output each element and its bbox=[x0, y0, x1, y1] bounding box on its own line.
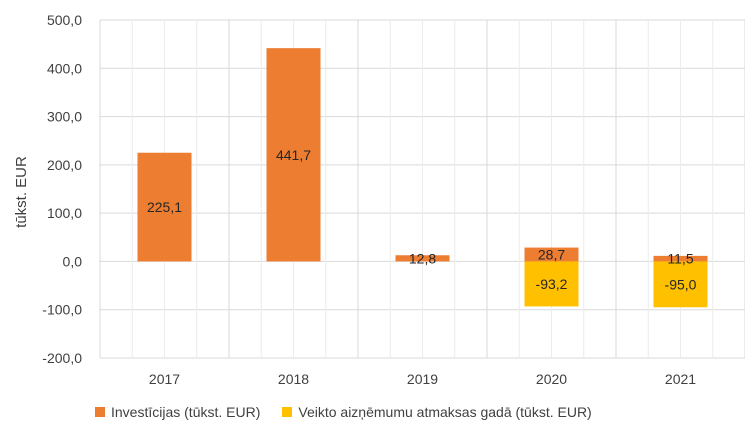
legend-label-investicijas: Investīcijas (tūkst. EUR) bbox=[111, 404, 261, 420]
x-tick-label: 2021 bbox=[665, 371, 696, 387]
bar bbox=[653, 255, 708, 262]
y-tick-label: 300,0 bbox=[47, 109, 82, 125]
data-label: 225,1 bbox=[147, 199, 182, 215]
data-label: 28,7 bbox=[538, 246, 565, 262]
bar bbox=[524, 261, 579, 307]
x-tick-label: 2017 bbox=[149, 371, 180, 387]
legend-item-atmaksas: Veikto aizņēmumu atmaksas gadā (tūkst. E… bbox=[282, 404, 592, 420]
bar bbox=[653, 261, 708, 308]
legend-swatch-investicijas bbox=[95, 407, 105, 417]
y-tick-label: 200,0 bbox=[47, 157, 82, 173]
y-tick-label: 500,0 bbox=[47, 12, 82, 28]
data-label: 12,8 bbox=[409, 250, 436, 266]
bar bbox=[524, 247, 579, 262]
legend: Investīcijas (tūkst. EUR) Veikto aizņēmu… bbox=[95, 404, 592, 420]
data-label: -95,0 bbox=[665, 276, 697, 292]
y-tick-label: 400,0 bbox=[47, 60, 82, 76]
data-label: -93,2 bbox=[536, 276, 568, 292]
y-axis-ticks: 500,0 400,0 300,0 200,0 100,0 0,0 -100,0 -200,0 bbox=[42, 12, 82, 366]
y-tick-label: 100,0 bbox=[47, 205, 82, 221]
legend-label-atmaksas: Veikto aizņēmumu atmaksas gadā (tūkst. E… bbox=[298, 404, 592, 420]
y-axis-title: tūkst. EUR bbox=[13, 156, 30, 228]
x-tick-label: 2018 bbox=[278, 371, 309, 387]
y-tick-label: -200,0 bbox=[42, 350, 82, 366]
gridlines bbox=[99, 19, 745, 359]
data-labels: 225,1 441,7 12,8 28,7 11,5 -93,2 -95,0 bbox=[147, 147, 697, 293]
y-tick-label: -100,0 bbox=[42, 302, 82, 318]
bars bbox=[137, 48, 708, 308]
data-label: 441,7 bbox=[276, 147, 311, 163]
bar bbox=[266, 48, 321, 262]
bar bbox=[395, 255, 450, 262]
bar bbox=[137, 152, 192, 262]
legend-item-investicijas: Investīcijas (tūkst. EUR) bbox=[95, 404, 260, 420]
data-label: 11,5 bbox=[667, 251, 693, 267]
y-tick-label: 0,0 bbox=[63, 253, 83, 269]
x-axis-ticks: 2017 2018 2019 2020 2021 bbox=[149, 371, 696, 387]
legend-swatch-atmaksas bbox=[282, 407, 293, 417]
x-tick-label: 2020 bbox=[536, 371, 567, 387]
x-tick-label: 2019 bbox=[407, 371, 438, 387]
